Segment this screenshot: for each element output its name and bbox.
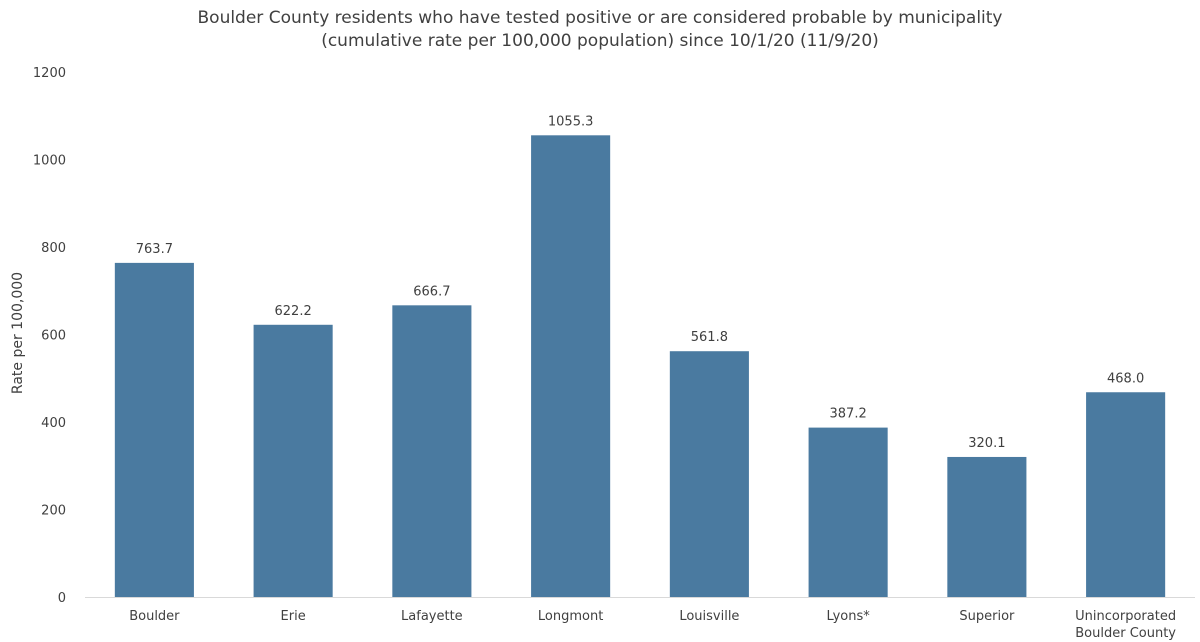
- x-category-label: Boulder: [129, 609, 180, 624]
- y-tick-label: 800: [41, 241, 66, 256]
- y-tick-label: 1000: [33, 154, 66, 169]
- bar: [947, 456, 1027, 597]
- x-category-label: Longmont: [538, 609, 603, 624]
- x-category-label: Erie: [281, 609, 306, 624]
- data-label: 1055.3: [548, 114, 594, 129]
- x-category-label: Lyons*: [827, 609, 871, 624]
- y-axis-ticks: 0 200 400 600 800 1000 1200: [33, 66, 66, 606]
- y-tick-label: 1200: [33, 66, 66, 81]
- bar: [669, 351, 749, 597]
- data-labels: 763.7 622.2 666.7 1055.3 561.8 387.2 320.1 468.…: [136, 114, 1144, 451]
- data-label: 468.0: [1107, 371, 1144, 386]
- x-category-label: Lafayette: [401, 609, 463, 624]
- bar: [531, 135, 611, 597]
- bar: [114, 262, 194, 597]
- y-tick-label: 200: [41, 504, 66, 519]
- y-tick-label: 600: [41, 329, 66, 344]
- data-label: 763.7: [136, 242, 173, 257]
- data-label: 320.1: [968, 436, 1005, 451]
- y-tick-label: 400: [41, 416, 66, 431]
- data-label: 622.2: [275, 304, 312, 319]
- y-axis-label: Rate per 100,000: [10, 272, 26, 394]
- data-label: 387.2: [830, 407, 867, 422]
- x-category-label: Unincorporated Boulder County: [1075, 609, 1176, 641]
- bar: [808, 427, 888, 597]
- x-axis-categories: Boulder Erie Lafayette Longmont Louisville Ly…: [129, 609, 1176, 641]
- data-label: 666.7: [413, 284, 450, 299]
- bar: [253, 324, 333, 597]
- bar: [1086, 392, 1166, 597]
- chart-subtitle: (cumulative rate per 100,000 population)…: [321, 31, 879, 51]
- data-label: 561.8: [691, 330, 728, 345]
- x-category-label: Louisville: [679, 609, 739, 624]
- chart-title: Boulder County residents who have tested…: [197, 8, 1003, 28]
- bar: [392, 305, 472, 597]
- y-tick-label: 0: [58, 591, 66, 606]
- x-category-label: Superior: [959, 609, 1015, 624]
- bars: [114, 135, 1166, 597]
